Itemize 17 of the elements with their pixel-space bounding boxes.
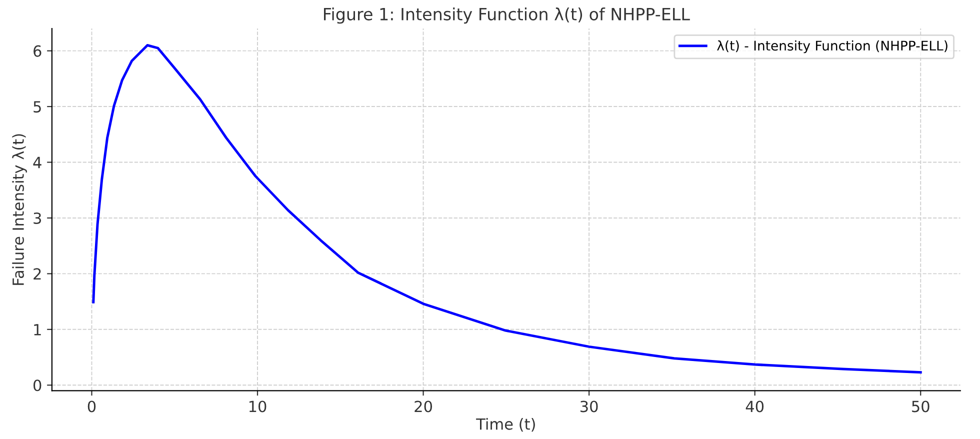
legend-label: λ(t) - Intensity Function (NHPP-ELL)	[717, 40, 948, 54]
x-tick-label: 0	[88, 400, 96, 412]
x-tick-label: 10	[249, 400, 266, 412]
x-axis-title: Time (t)	[476, 418, 535, 432]
y-tick-label: 3	[34, 212, 41, 224]
y-tick-label: 6	[34, 45, 42, 57]
chart-title: Figure 1: Intensity Function λ(t) of NHPP-ELL	[324, 8, 690, 24]
x-tick-label: 30	[580, 400, 598, 412]
y-tick-label: 4	[33, 156, 42, 168]
y-tick-label: 5	[34, 101, 41, 113]
y-tick-label: 2	[34, 268, 41, 280]
x-tick-label: 50	[912, 400, 930, 412]
y-tick-label: 0	[34, 380, 42, 392]
x-tick-label: 40	[746, 400, 764, 412]
y-tick-label: 1	[34, 324, 41, 336]
x-tick-label: 20	[414, 400, 432, 412]
y-axis-title: Failure Intensity λ(t)	[12, 134, 27, 285]
